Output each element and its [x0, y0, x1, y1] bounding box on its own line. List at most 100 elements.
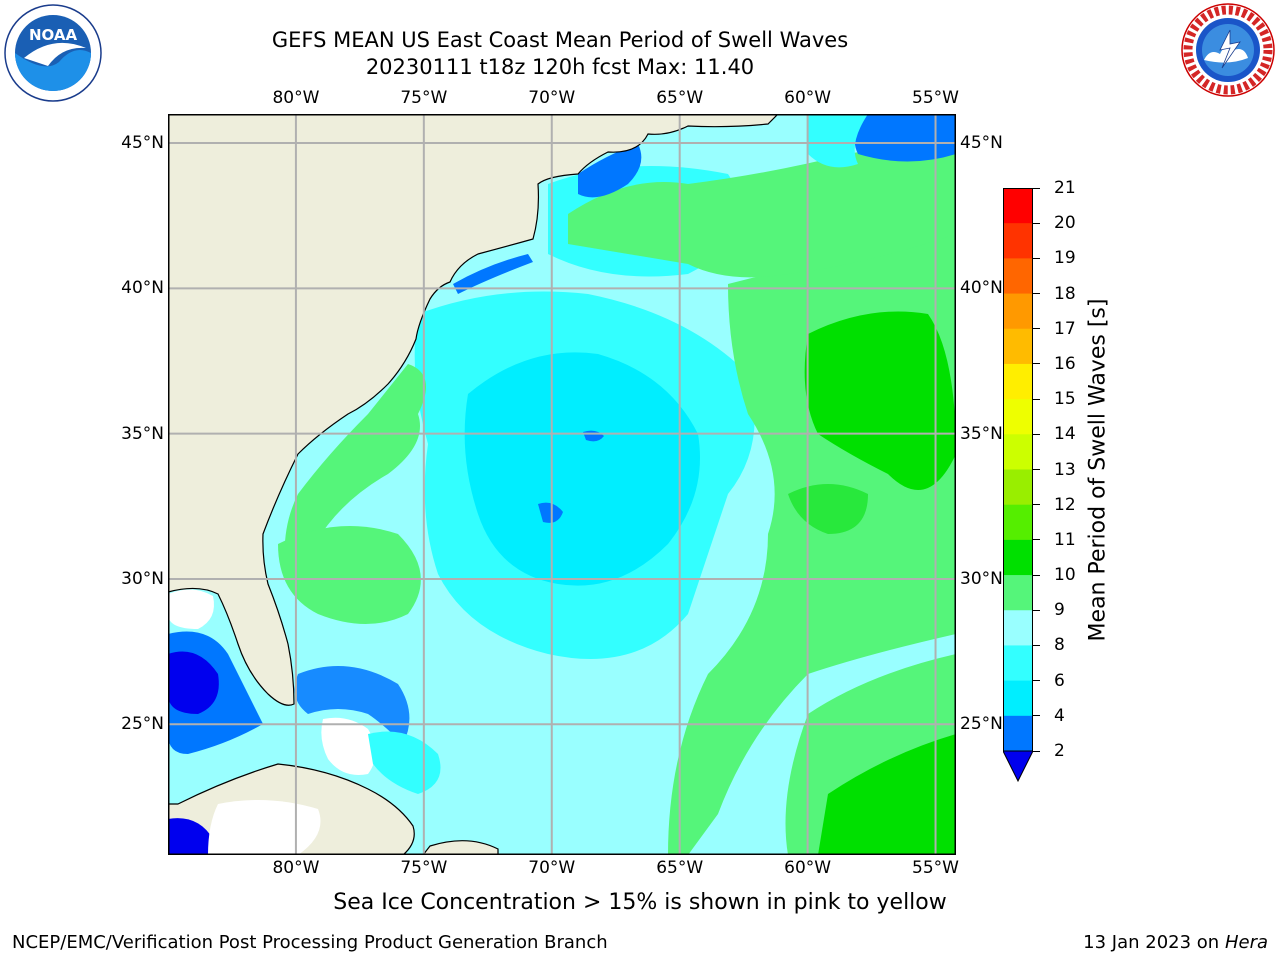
lon-label-top: 70°W [528, 88, 576, 108]
green-bright-east [804, 311, 956, 490]
colorbar-swatch [1003, 258, 1033, 295]
colorbar-tick-mark [1033, 574, 1040, 576]
map-title: GEFS MEAN US East Coast Mean Period of S… [271, 28, 849, 52]
blue-speck-1 [538, 502, 563, 523]
footer-host: Hera [1224, 932, 1268, 953]
lon-label-top: 75°W [400, 88, 448, 108]
colorbar-tick-label: 13 [1054, 459, 1076, 480]
colorbar-tick-label: 12 [1054, 494, 1076, 515]
land-hispaniola [422, 840, 499, 855]
lat-label-right: 35°N [960, 423, 1003, 444]
colorbar-swatch [1003, 575, 1033, 611]
colorbar-tick-mark [1033, 328, 1040, 330]
colorbar-tick-label: 21 [1054, 178, 1076, 198]
colorbar-tick-label: 9 [1054, 600, 1065, 621]
colorbar-tick-mark [1033, 750, 1040, 752]
colorbar-swatch [1003, 399, 1033, 435]
colorbar-tick-label: 11 [1054, 529, 1076, 550]
colorbar-tick-label: 19 [1054, 248, 1076, 269]
colorbar-swatch [1003, 645, 1033, 682]
map-frame [168, 114, 956, 855]
colorbar-extend-triangle [1002, 750, 1034, 783]
footer-date: 13 Jan 2023 on [1083, 932, 1225, 953]
cyan-northeast [808, 114, 868, 168]
lon-label-bot: 80°W [272, 858, 320, 878]
nodata-cuba [208, 800, 321, 855]
colorbar-tick-mark [1033, 433, 1040, 435]
green-west [284, 364, 426, 584]
core-region [464, 352, 700, 586]
colorbar-swatch [1003, 293, 1033, 330]
colorbar-tick-label: 17 [1054, 318, 1076, 339]
colorbar-tick-mark [1033, 222, 1040, 224]
colorbar-tick-label: 6 [1054, 670, 1065, 691]
lat-label-left: 45°N [121, 133, 164, 154]
colorbar-tick-mark [1033, 187, 1040, 189]
blue-nj-shelf [453, 254, 533, 294]
land-north-america [168, 114, 779, 706]
swell-period-map [168, 114, 956, 855]
lat-label-left: 40°N [121, 278, 164, 299]
lat-label-right: 40°N [960, 278, 1003, 299]
colorbar-tick-label: 14 [1054, 424, 1076, 445]
colorbar-frame [1003, 188, 1033, 752]
colorbar-tick-label: 20 [1054, 213, 1076, 234]
colorbar-swatch [1003, 188, 1033, 224]
svg-text:NOAA: NOAA [29, 26, 78, 44]
colorbar-tick-mark [1033, 257, 1040, 259]
colorbar-tick-label: 10 [1054, 565, 1076, 586]
lon-label-top: 60°W [784, 88, 832, 108]
footer-left: NCEP/EMC/Verification Post Processing Pr… [12, 932, 608, 953]
colorbar-tick-mark [1033, 539, 1040, 541]
map-panel [168, 114, 956, 855]
colorbar-label: Mean Period of Swell Waves [s] [1085, 298, 1111, 642]
colorbar-swatch [1003, 434, 1033, 470]
darkblue-cuba-west [168, 818, 213, 855]
lon-label-bot: 65°W [656, 858, 704, 878]
lon-label-bot: 60°W [784, 858, 832, 878]
lat-label-right: 25°N [960, 714, 1003, 735]
colorbar-swatch [1003, 680, 1033, 717]
colorbar-tick-label: 16 [1054, 353, 1076, 374]
colorbar-tick-mark [1033, 293, 1040, 295]
blue-gulf-maine [578, 144, 642, 198]
blue-northeast [854, 114, 956, 162]
lat-label-left: 30°N [121, 568, 164, 589]
green-north [568, 134, 956, 278]
colorbar-tick-label: 2 [1054, 741, 1065, 761]
lon-label-bot: 55°W [912, 858, 960, 878]
cyan-bahamas [368, 731, 441, 794]
nws-logo-icon [1180, 2, 1276, 98]
colorbar-tick-mark [1033, 680, 1040, 682]
lon-label-top: 80°W [272, 88, 320, 108]
colorbar-tick-mark [1033, 609, 1040, 611]
colorbar-tick-label: 4 [1054, 705, 1065, 726]
colorbar-swatches [1002, 188, 1034, 783]
lon-label-bot: 75°W [400, 858, 448, 878]
colorbar-tick-label: 8 [1054, 635, 1065, 656]
lat-label-left: 25°N [121, 714, 164, 735]
sea-ice-caption: Sea Ice Concentration > 15% is shown in … [333, 890, 947, 915]
colorbar-swatch [1003, 363, 1033, 400]
colorbar [1002, 188, 1034, 784]
colorbar-swatch [1003, 328, 1033, 365]
colorbar-swatch [1003, 504, 1033, 541]
colorbar-tick-label: 18 [1054, 283, 1076, 304]
graticule [168, 114, 956, 855]
lat-label-right: 45°N [960, 133, 1003, 154]
colorbar-swatch [1003, 610, 1033, 646]
nodata-bahamas [321, 717, 376, 775]
colorbar-tick-mark [1033, 504, 1040, 506]
colorbar-swatch [1003, 539, 1033, 576]
lon-label-top: 55°W [912, 88, 960, 108]
colorbar-tick-label: 15 [1054, 389, 1076, 410]
green-west-south [278, 526, 421, 624]
darkblue-gulf [168, 651, 219, 714]
colorbar-tick-mark [1033, 644, 1040, 646]
colorbar-tick-mark [1033, 715, 1040, 717]
colorbar-swatch [1003, 469, 1033, 506]
blue-bahamas [294, 666, 410, 744]
colorbar-swatch [1003, 223, 1033, 259]
nodata-gulf [168, 589, 214, 629]
colorbar-tick-mark [1033, 363, 1040, 365]
